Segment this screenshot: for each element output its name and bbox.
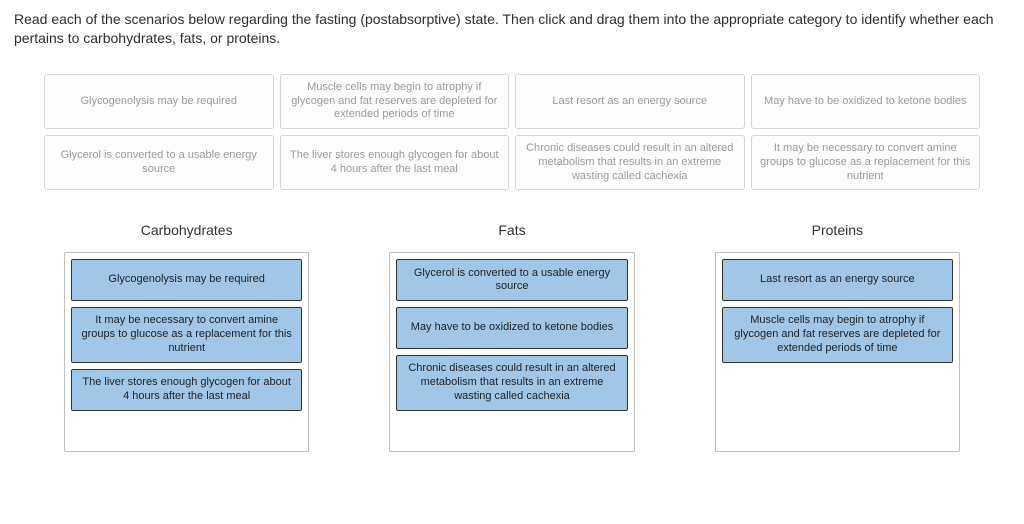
- category-proteins: Proteins Last resort as an energy source…: [715, 222, 960, 452]
- pool-card[interactable]: Chronic diseases could result in an alte…: [515, 135, 745, 190]
- pool-row-1: Glycogenolysis may be required Muscle ce…: [44, 74, 980, 129]
- placed-card[interactable]: Glycerol is converted to a usable energy…: [396, 259, 627, 301]
- placed-card[interactable]: The liver stores enough glycogen for abo…: [71, 369, 302, 411]
- pool-card[interactable]: Muscle cells may begin to atrophy if gly…: [280, 74, 510, 129]
- category-title: Carbohydrates: [64, 222, 309, 238]
- category-fats: Fats Glycerol is converted to a usable e…: [389, 222, 634, 452]
- dropzone-carbohydrates[interactable]: Glycogenolysis may be required It may be…: [64, 252, 309, 452]
- pool-card[interactable]: Glycogenolysis may be required: [44, 74, 274, 129]
- categories-container: Carbohydrates Glycogenolysis may be requ…: [14, 222, 1010, 452]
- pool-card[interactable]: The liver stores enough glycogen for abo…: [280, 135, 510, 190]
- placed-card[interactable]: Last resort as an energy source: [722, 259, 953, 301]
- category-title: Proteins: [715, 222, 960, 238]
- placed-card[interactable]: Chronic diseases could result in an alte…: [396, 355, 627, 410]
- pool-card[interactable]: Glycerol is converted to a usable energy…: [44, 135, 274, 190]
- placed-card[interactable]: It may be necessary to convert amine gro…: [71, 307, 302, 362]
- pool-card[interactable]: May have to be oxidized to ketone bodies: [751, 74, 981, 129]
- instructions-text: Read each of the scenarios below regardi…: [14, 10, 1010, 48]
- placed-card[interactable]: Muscle cells may begin to atrophy if gly…: [722, 307, 953, 362]
- pool-card[interactable]: It may be necessary to convert amine gro…: [751, 135, 981, 190]
- card-pool: Glycogenolysis may be required Muscle ce…: [14, 74, 1010, 191]
- dropzone-fats[interactable]: Glycerol is converted to a usable energy…: [389, 252, 634, 452]
- placed-card[interactable]: May have to be oxidized to ketone bodies: [396, 307, 627, 349]
- category-title: Fats: [389, 222, 634, 238]
- dropzone-proteins[interactable]: Last resort as an energy source Muscle c…: [715, 252, 960, 452]
- placed-card[interactable]: Glycogenolysis may be required: [71, 259, 302, 301]
- category-carbohydrates: Carbohydrates Glycogenolysis may be requ…: [64, 222, 309, 452]
- pool-row-2: Glycerol is converted to a usable energy…: [44, 135, 980, 190]
- pool-card[interactable]: Last resort as an energy source: [515, 74, 745, 129]
